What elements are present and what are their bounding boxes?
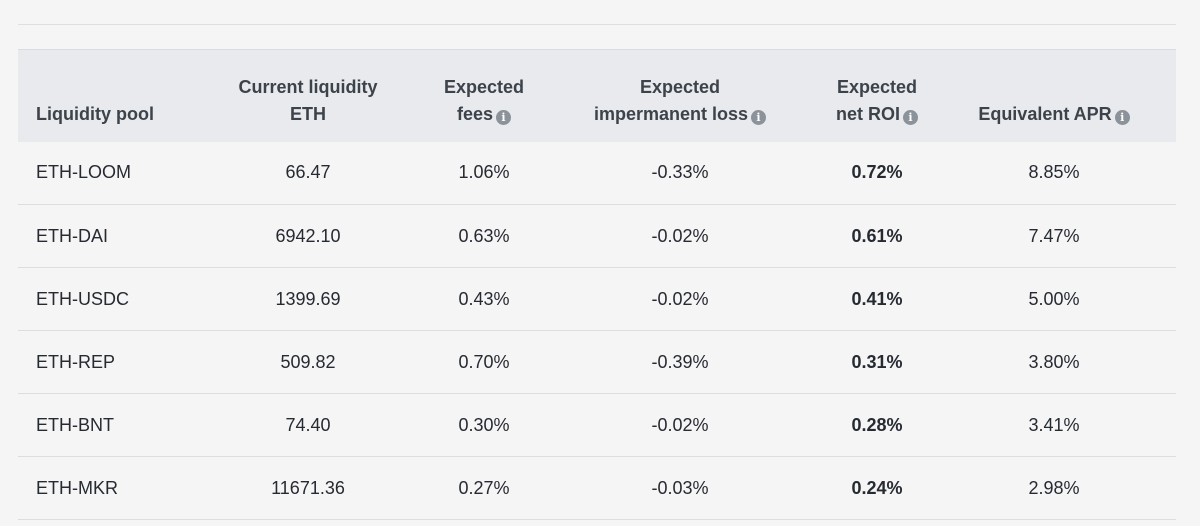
header-label-line2: Liquidity pool: [36, 103, 154, 124]
cell-expected-fees: 0.30%: [458, 414, 510, 435]
header-label-line1: Expected: [443, 76, 525, 97]
info-circle-icon[interactable]: i: [496, 109, 512, 125]
top-divider: [18, 24, 1176, 25]
header-label-line2: ETH: [290, 103, 326, 124]
cell-expected-fees: 1.06%: [458, 162, 510, 183]
header-current-liquidity: Current liquidity ETH: [186, 50, 430, 142]
cell-liquidity-pool: ETH-USDC: [36, 288, 129, 309]
header-expected-net-roi: Expected net ROI i: [822, 50, 932, 142]
cell-current-liquidity: 11671.36: [271, 477, 345, 498]
table-body: ETH-LOOM 66.47 1.06% -0.33% 0.72% 8.85% ETH-DA…: [18, 142, 1176, 520]
header-label-line1: Expected: [836, 76, 918, 97]
table-row: ETH-USDC 1399.69 0.43% -0.02% 0.41% 5.00%: [18, 268, 1176, 331]
table-row: ETH-REP 509.82 0.70% -0.39% 0.31% 3.80%: [18, 331, 1176, 394]
info-circle-icon[interactable]: i: [751, 109, 767, 125]
header-liquidity-pool: Liquidity pool: [18, 50, 186, 142]
header-equivalent-apr: Equivalent APR i: [932, 50, 1176, 142]
cell-expected-fees: 0.43%: [458, 288, 510, 309]
table-row: ETH-LOOM 66.47 1.06% -0.33% 0.72% 8.85%: [18, 142, 1176, 205]
header-expected-fees: Expected fees i: [430, 50, 538, 142]
cell-expected-impermanent-loss: -0.02%: [651, 288, 709, 309]
cell-expected-net-roi: 0.61%: [851, 225, 903, 246]
header-label-line2: impermanent loss: [593, 103, 749, 124]
cell-equivalent-apr: 2.98%: [1028, 477, 1080, 498]
header-label-line1: Expected: [639, 76, 721, 97]
cell-equivalent-apr: 7.47%: [1028, 225, 1080, 246]
cell-liquidity-pool: ETH-LOOM: [36, 162, 132, 183]
header-expected-impermanent-loss: Expected impermanent loss i: [538, 50, 822, 142]
table-header: Liquidity pool Current liquidity ETH Expect…: [18, 49, 1176, 142]
header-label-line2: Equivalent APR: [978, 103, 1112, 124]
cell-liquidity-pool: ETH-DAI: [36, 225, 108, 246]
cell-expected-impermanent-loss: -0.33%: [651, 162, 709, 183]
cell-liquidity-pool: ETH-BNT: [36, 414, 114, 435]
cell-liquidity-pool: ETH-REP: [36, 351, 116, 372]
cell-expected-impermanent-loss: -0.03%: [651, 477, 709, 498]
cell-current-liquidity: 1399.69: [275, 288, 341, 309]
cell-equivalent-apr: 3.80%: [1028, 351, 1080, 372]
table-header-row: Liquidity pool Current liquidity ETH Expect…: [18, 49, 1176, 142]
cell-expected-impermanent-loss: -0.39%: [651, 351, 709, 372]
table-row: ETH-DAI 6942.10 0.63% -0.02% 0.61% 7.47%: [18, 205, 1176, 268]
cell-equivalent-apr: 8.85%: [1028, 162, 1080, 183]
cell-expected-net-roi: 0.24%: [851, 477, 903, 498]
cell-expected-net-roi: 0.31%: [851, 351, 903, 372]
cell-expected-impermanent-loss: -0.02%: [651, 414, 709, 435]
cell-expected-net-roi: 0.72%: [851, 162, 903, 183]
header-label-line2: net ROI: [835, 103, 900, 124]
info-circle-icon[interactable]: i: [1114, 109, 1130, 125]
cell-equivalent-apr: 3.41%: [1028, 414, 1080, 435]
cell-expected-fees: 0.70%: [458, 351, 510, 372]
cell-current-liquidity: 509.82: [280, 351, 336, 372]
cell-expected-net-roi: 0.41%: [851, 288, 903, 309]
info-circle-icon[interactable]: i: [903, 109, 918, 125]
table-row: ETH-MKR 11671.36 0.27% -0.03% 0.24% 2.98%: [18, 457, 1176, 520]
table-row: ETH-BNT 74.40 0.30% -0.02% 0.28% 3.41%: [18, 394, 1176, 457]
cell-liquidity-pool: ETH-MKR: [36, 477, 118, 498]
liquidity-pool-table-container: Liquidity pool Current liquidity ETH Expect…: [18, 49, 1176, 520]
cell-current-liquidity: 6942.10: [275, 225, 341, 246]
cell-expected-impermanent-loss: -0.02%: [651, 225, 709, 246]
liquidity-pool-table: Liquidity pool Current liquidity ETH Expect…: [18, 49, 1176, 520]
header-label-line2: fees: [456, 103, 494, 124]
cell-expected-fees: 0.63%: [458, 225, 510, 246]
cell-expected-net-roi: 0.28%: [851, 414, 903, 435]
cell-current-liquidity: 74.40: [285, 414, 331, 435]
header-label-line1: Current liquidity: [238, 76, 378, 97]
cell-equivalent-apr: 5.00%: [1028, 288, 1080, 309]
cell-current-liquidity: 66.47: [285, 162, 331, 183]
cell-expected-fees: 0.27%: [458, 477, 510, 498]
